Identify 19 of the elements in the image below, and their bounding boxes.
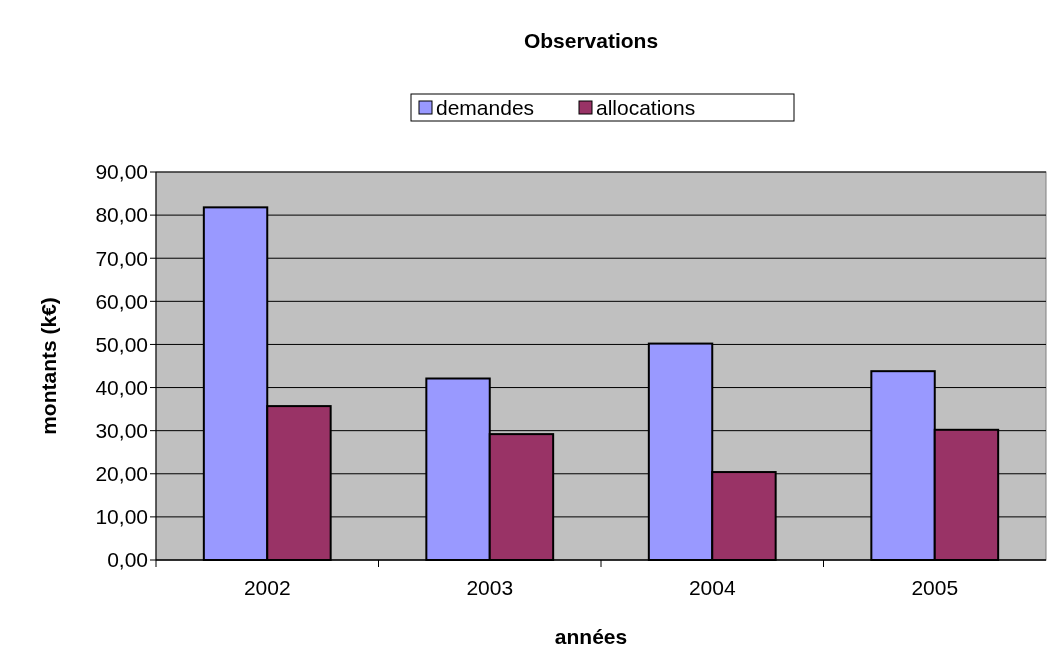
y-tick-label: 70,00 <box>95 246 148 270</box>
y-tick-label: 30,00 <box>95 419 148 443</box>
y-tick-label: 90,00 <box>95 160 148 184</box>
x-axis-title: années <box>554 625 628 648</box>
y-tick-label: 80,00 <box>95 203 148 227</box>
x-tick-label: 2002 <box>243 576 291 599</box>
y-tick-label: 50,00 <box>95 332 148 356</box>
x-tick-label: 2003 <box>466 576 514 599</box>
chart-title: Observations <box>523 29 659 52</box>
y-axis-title: montants (k€) <box>37 297 60 435</box>
y-tick-label: 0,00 <box>107 548 148 572</box>
y-tick-label: 40,00 <box>95 375 148 399</box>
x-tick-label: 2004 <box>688 576 736 599</box>
legend-label: demandes <box>436 96 535 119</box>
x-tick-label: 2005 <box>911 576 959 599</box>
y-tick-label: 20,00 <box>95 462 148 486</box>
legend-label: allocations <box>596 96 696 119</box>
y-tick-label: 10,00 <box>95 505 148 529</box>
y-tick-label: 60,00 <box>95 289 148 313</box>
